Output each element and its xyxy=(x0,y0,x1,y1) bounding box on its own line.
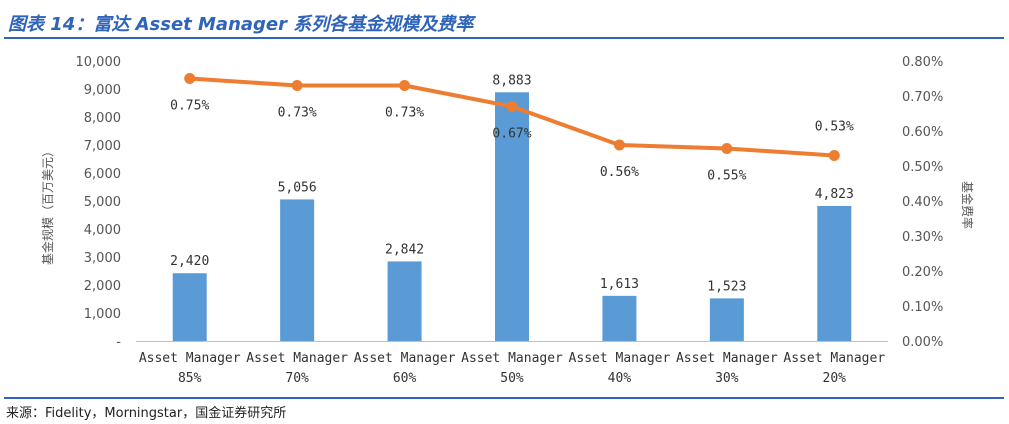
y2-tick-label: 0.50% xyxy=(902,160,943,175)
x-tick-sublabel: 70% xyxy=(285,371,309,386)
y-tick-label: - xyxy=(116,335,121,350)
x-tick-sublabel: 50% xyxy=(500,371,524,386)
source-note: 来源：Fidelity，Morningstar，国金证券研究所 xyxy=(6,406,287,421)
y2-tick-label: 0.80% xyxy=(902,55,943,70)
x-tick-label: Asset Manager xyxy=(139,351,241,366)
bar-data-label: 4,823 xyxy=(815,187,854,202)
bar xyxy=(602,295,637,341)
fee-data-label: 0.56% xyxy=(600,165,639,180)
fee-data-label: 0.67% xyxy=(492,127,531,142)
bar-data-label: 5,056 xyxy=(278,180,317,195)
x-tick-label: Asset Manager xyxy=(354,351,456,366)
y-tick-label: 2,000 xyxy=(84,279,121,294)
chart-title: 图表 14：富达 Asset Manager 系列各基金规模及费率 xyxy=(8,14,474,35)
title-bar: 图表 14：富达 Asset Manager 系列各基金规模及费率 xyxy=(4,3,1004,39)
fee-data-label: 0.55% xyxy=(707,169,746,184)
y-tick-label: 4,000 xyxy=(84,223,121,238)
x-tick-label: Asset Manager xyxy=(676,351,778,366)
y2-tick-label: 0.00% xyxy=(902,335,943,350)
y-tick-label: 6,000 xyxy=(84,167,121,182)
bar xyxy=(387,261,422,341)
fee-point xyxy=(506,101,518,112)
y-tick-label: 3,000 xyxy=(84,251,121,266)
y2-tick-label: 0.30% xyxy=(902,230,943,245)
y2-tick-label: 0.60% xyxy=(902,125,943,140)
x-tick-sublabel: 60% xyxy=(393,371,417,386)
y2-tick-label: 0.70% xyxy=(902,90,943,105)
bar-data-label: 1,523 xyxy=(707,279,746,294)
x-tick-label: Asset Manager xyxy=(246,351,348,366)
y-tick-label: 7,000 xyxy=(84,139,121,154)
y-tick-label: 9,000 xyxy=(84,83,121,98)
bar-data-label: 8,883 xyxy=(492,73,531,88)
y2-tick-label: 0.40% xyxy=(902,195,943,210)
x-tick-label: Asset Manager xyxy=(461,351,563,366)
bottom-rule xyxy=(4,397,1004,399)
bar xyxy=(817,205,852,341)
plot-area: - 1,000 2,000 3,000 4,000 5,000 6,000 7,000 8,00… xyxy=(76,55,944,386)
x-tick-sublabel: 85% xyxy=(178,371,202,386)
x-tick-label: Asset Manager xyxy=(569,351,671,366)
x-tick-sublabel: 30% xyxy=(715,371,739,386)
fee-point xyxy=(399,80,411,91)
y-tick-label: 8,000 xyxy=(84,111,121,126)
x-tick-sublabel: 40% xyxy=(608,371,632,386)
fee-point xyxy=(721,143,733,154)
fee-data-label: 0.73% xyxy=(385,106,424,121)
fee-data-label: 0.73% xyxy=(278,106,317,121)
y2-tick-label: 0.20% xyxy=(902,265,943,280)
y-tick-label: 1,000 xyxy=(84,307,121,322)
bar-data-label: 1,613 xyxy=(600,277,639,292)
y-axis-title: 基金规模（百万美元） xyxy=(40,145,55,265)
bar-data-label: 2,420 xyxy=(170,254,209,269)
fee-data-label: 0.53% xyxy=(815,120,854,135)
bar xyxy=(172,273,207,341)
fee-point xyxy=(184,73,196,84)
y-tick-label: 5,000 xyxy=(84,195,121,210)
y-tick-label: 10,000 xyxy=(76,55,122,70)
fee-point xyxy=(828,150,840,161)
fee-data-label: 0.75% xyxy=(170,99,209,114)
bar xyxy=(709,298,744,341)
bar xyxy=(495,92,529,341)
y2-axis-title: 基金费率 xyxy=(960,181,975,229)
fee-point xyxy=(613,139,625,151)
fee-point xyxy=(291,80,303,91)
x-tick-sublabel: 20% xyxy=(823,371,847,386)
bar xyxy=(280,199,315,341)
bar-data-label: 2,842 xyxy=(385,242,424,257)
y2-tick-label: 0.10% xyxy=(902,300,943,315)
x-tick-label: Asset Manager xyxy=(783,351,885,366)
